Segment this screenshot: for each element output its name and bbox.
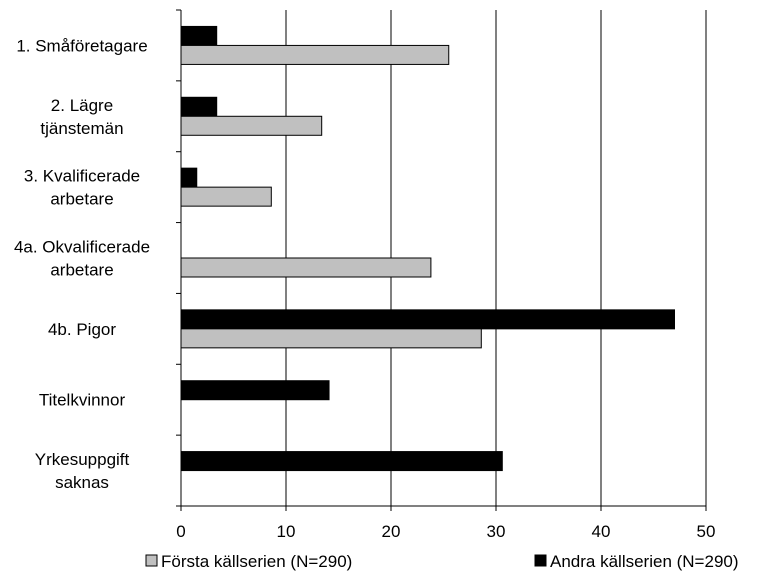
x-tick-label: 50	[697, 522, 716, 541]
category-label: Yrkesuppgift saknas	[35, 450, 130, 492]
category-label: Titelkvinnor	[39, 391, 126, 410]
legend-label: Andra källserien (N=290)	[550, 552, 739, 571]
category-label: 4b. Pigor	[48, 320, 116, 339]
x-tick-label: 20	[382, 522, 401, 541]
bar	[180, 167, 198, 188]
bar	[180, 25, 218, 46]
bar	[180, 257, 432, 278]
bar	[180, 44, 450, 65]
x-tick-label: 10	[277, 522, 296, 541]
legend-swatch	[534, 554, 547, 567]
legend-swatch	[145, 554, 158, 567]
legend: Första källserien (N=290) Andra källserie…	[145, 552, 739, 571]
category-label: 3. Kvalificerade arbetare	[24, 167, 140, 209]
bar	[180, 309, 675, 330]
gridlines	[285, 10, 707, 506]
bar	[180, 186, 272, 207]
axes	[176, 9, 707, 511]
legend-label: Första källserien (N=290)	[161, 552, 352, 571]
bars	[180, 25, 675, 472]
x-tick-label: 0	[176, 522, 185, 541]
x-tick-labels: 0 10 20 30 40 50	[176, 522, 715, 541]
bar	[180, 96, 218, 117]
x-tick-label: 40	[592, 522, 611, 541]
category-labels: 1. Småföretagare 2. Lägre tjänstemän 3. Kva…	[14, 36, 150, 492]
bar	[180, 115, 323, 136]
category-label: 2. Lägre tjänstemän	[40, 96, 123, 138]
bar	[180, 380, 330, 401]
category-label: 4a. Okvalificerade arbetare	[14, 238, 150, 280]
category-label: 1. Småföretagare	[16, 36, 147, 55]
bar	[180, 328, 482, 349]
x-tick-label: 30	[487, 522, 506, 541]
bar	[180, 451, 503, 472]
